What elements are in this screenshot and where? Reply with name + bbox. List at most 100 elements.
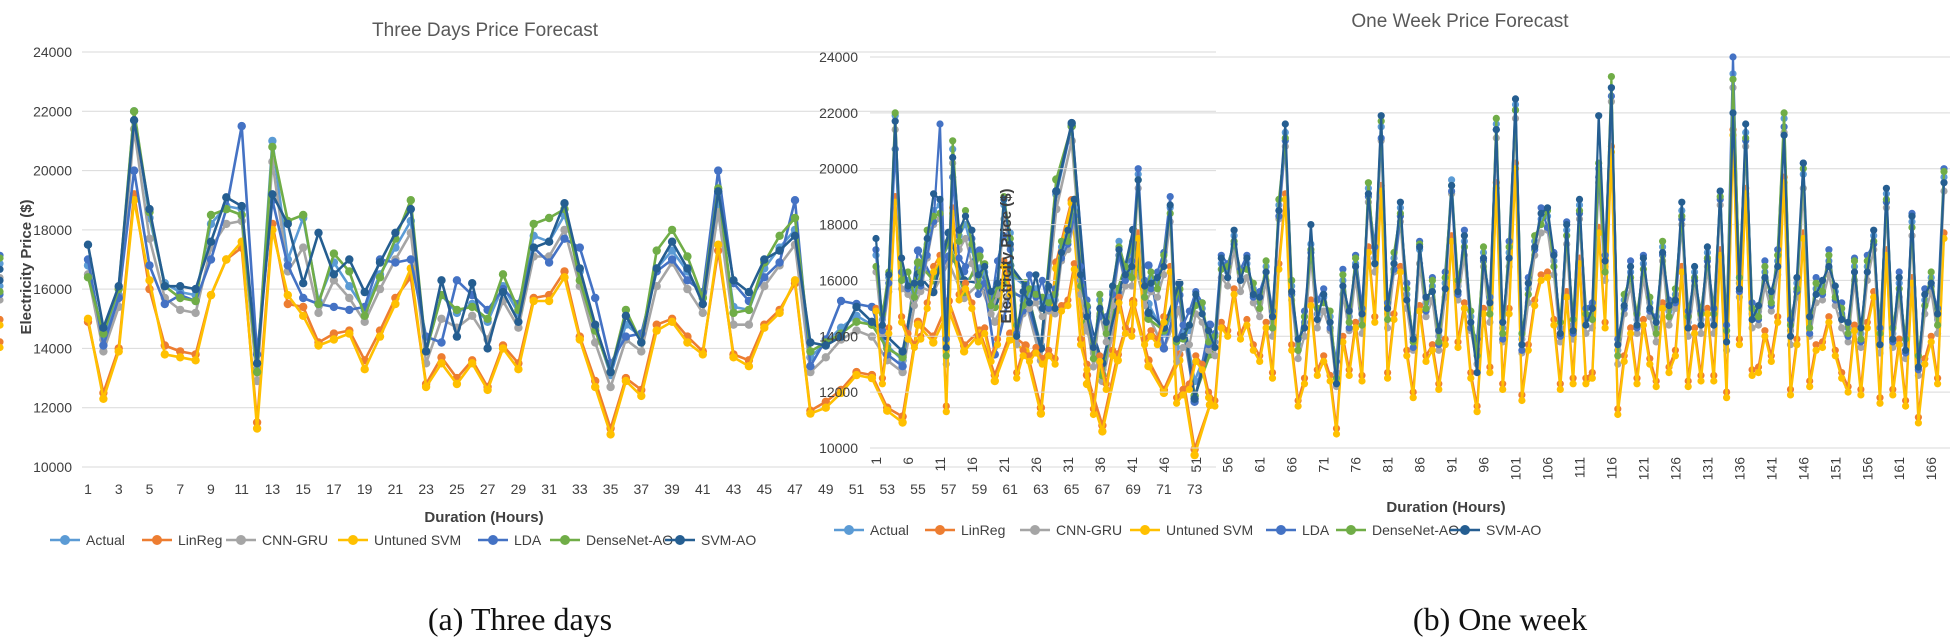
data-point bbox=[821, 353, 830, 362]
data-point bbox=[575, 335, 584, 344]
data-point bbox=[836, 296, 846, 306]
data-point bbox=[683, 264, 692, 273]
data-point bbox=[961, 279, 970, 287]
data-point bbox=[1147, 268, 1155, 276]
data-point bbox=[1850, 327, 1859, 335]
data-point bbox=[1396, 262, 1404, 271]
data-point bbox=[299, 302, 308, 312]
data-point bbox=[872, 234, 880, 243]
x-tick-label: 1 bbox=[84, 481, 92, 497]
data-point bbox=[1537, 209, 1545, 217]
data-point bbox=[1716, 187, 1724, 195]
data-point bbox=[1147, 285, 1155, 293]
x-tick-label: 5 bbox=[146, 481, 154, 497]
data-point bbox=[1339, 338, 1347, 346]
data-point bbox=[514, 317, 523, 326]
data-point bbox=[775, 308, 784, 318]
data-point bbox=[1422, 304, 1430, 312]
data-point bbox=[806, 362, 815, 371]
data-point bbox=[775, 258, 784, 267]
x-tick-label: 47 bbox=[787, 481, 803, 497]
data-point bbox=[206, 255, 216, 264]
data-point bbox=[452, 379, 462, 389]
data-point bbox=[1825, 262, 1833, 271]
data-point bbox=[1659, 248, 1667, 257]
data-point bbox=[898, 367, 907, 377]
data-point bbox=[1486, 369, 1494, 377]
data-point bbox=[698, 308, 707, 318]
legend-marker bbox=[348, 535, 358, 545]
x-tick-label: 41 bbox=[695, 481, 711, 497]
data-point bbox=[1000, 262, 1008, 271]
data-point bbox=[1288, 346, 1296, 354]
data-point bbox=[1102, 318, 1110, 326]
data-point bbox=[1454, 288, 1462, 296]
data-point bbox=[299, 243, 308, 252]
data-point bbox=[1889, 335, 1897, 343]
data-point bbox=[406, 196, 415, 205]
data-point bbox=[283, 261, 292, 270]
data-point bbox=[299, 210, 308, 220]
data-point bbox=[1934, 321, 1942, 329]
data-point bbox=[891, 117, 899, 125]
data-point bbox=[1000, 257, 1008, 265]
data-point bbox=[1249, 290, 1257, 298]
data-point bbox=[0, 321, 4, 329]
data-point bbox=[883, 406, 892, 415]
data-point bbox=[329, 335, 339, 344]
x-tick-label: 45 bbox=[756, 481, 772, 497]
data-point bbox=[437, 276, 446, 285]
data-point bbox=[483, 385, 492, 395]
x-tick-label: 7 bbox=[176, 481, 184, 497]
data-point bbox=[1294, 335, 1302, 343]
data-point bbox=[1089, 363, 1097, 371]
data-point bbox=[1812, 279, 1820, 287]
data-point bbox=[1115, 293, 1123, 301]
legend-marker bbox=[935, 525, 945, 535]
data-point bbox=[1697, 321, 1705, 329]
x-tick-label: 111 bbox=[1571, 457, 1587, 478]
data-point bbox=[1352, 318, 1360, 326]
data-point bbox=[1818, 276, 1827, 284]
data-point bbox=[872, 307, 880, 315]
data-point bbox=[1243, 315, 1251, 324]
data-point bbox=[1850, 268, 1859, 276]
data-point bbox=[268, 136, 277, 146]
data-point bbox=[714, 187, 723, 196]
data-point bbox=[1921, 360, 1929, 368]
data-point bbox=[961, 285, 970, 293]
data-point bbox=[1563, 221, 1571, 229]
data-point bbox=[1294, 402, 1302, 410]
data-point bbox=[99, 341, 108, 350]
data-point bbox=[1032, 299, 1040, 307]
data-point bbox=[1460, 304, 1468, 312]
chart-a-caption: (a) Three days bbox=[428, 601, 612, 637]
data-point bbox=[483, 344, 492, 353]
data-point bbox=[1479, 310, 1488, 318]
data-point bbox=[1780, 109, 1788, 117]
legend-label: Actual bbox=[870, 522, 909, 538]
data-point bbox=[1121, 276, 1129, 284]
data-point bbox=[949, 153, 957, 162]
data-point bbox=[1134, 176, 1142, 184]
data-point bbox=[898, 418, 907, 427]
data-point bbox=[421, 347, 431, 356]
chart-a-series bbox=[83, 107, 1215, 460]
data-point bbox=[1735, 341, 1743, 349]
data-point bbox=[1211, 343, 1219, 352]
data-point bbox=[1627, 262, 1635, 271]
chart-b-legend: Actual LinReg CNN-GRU Untuned SVM LDA DenseNe… bbox=[834, 522, 1541, 538]
x-tick-label: 59 bbox=[972, 481, 988, 497]
data-point bbox=[1006, 290, 1014, 298]
data-point bbox=[1492, 126, 1500, 134]
data-point bbox=[406, 255, 415, 264]
data-point bbox=[1307, 302, 1315, 310]
data-point bbox=[268, 190, 277, 199]
data-point bbox=[1096, 304, 1104, 312]
data-point bbox=[683, 252, 692, 261]
data-point bbox=[637, 347, 646, 356]
data-point bbox=[452, 276, 462, 285]
data-point bbox=[683, 284, 692, 294]
data-point bbox=[910, 343, 919, 352]
data-point bbox=[1185, 321, 1193, 329]
